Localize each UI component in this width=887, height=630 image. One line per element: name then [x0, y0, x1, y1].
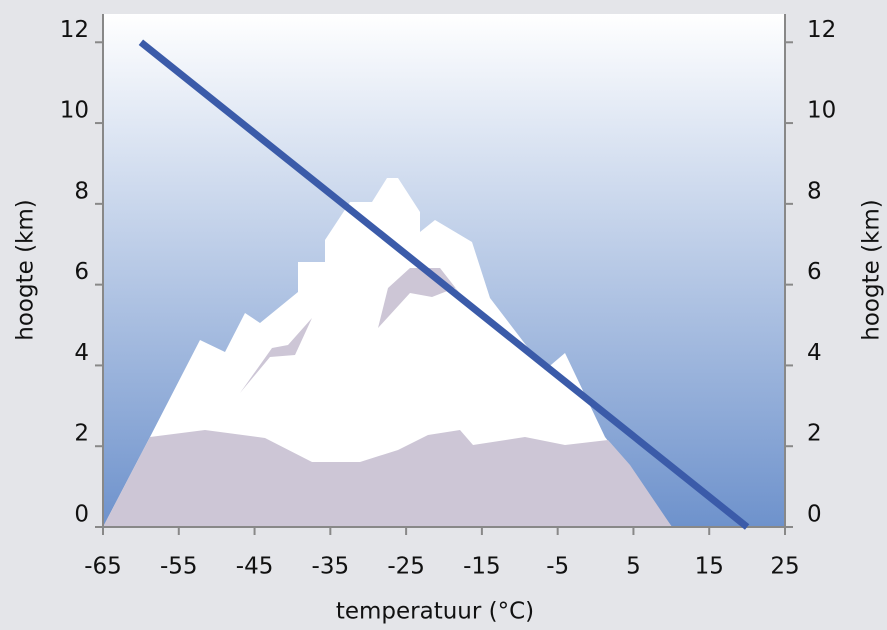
x-tick-label: 15 [695, 554, 724, 580]
y2-tick-label: 0 [807, 502, 822, 528]
mountain [103, 178, 672, 527]
x-axis-title: temperatuur (°C) [336, 599, 534, 625]
x-tick-label: -25 [387, 554, 425, 580]
x-tick-label: -5 [546, 554, 569, 580]
x-tick-label: -65 [84, 554, 122, 580]
y2-tick-label: 12 [807, 17, 836, 43]
y-axis-title: hoogte (km) [13, 199, 39, 340]
y-tick-label: 4 [74, 340, 89, 366]
y2-axis-title: hoogte (km) [859, 199, 885, 340]
x-tick-label: -55 [160, 554, 198, 580]
x-tick-label: -35 [312, 554, 350, 580]
y-tick-label: 2 [74, 421, 89, 447]
y2-tick-label: 8 [807, 178, 822, 204]
y-tick-label: 12 [60, 17, 89, 43]
x-tick-label: -45 [236, 554, 274, 580]
y2-tick-label: 10 [807, 98, 836, 124]
x-tick-label: -15 [463, 554, 501, 580]
line [138, 39, 750, 530]
y-tick-label: 6 [74, 259, 89, 285]
y2-tick-label: 2 [807, 421, 822, 447]
y-tick-label: 10 [60, 98, 89, 124]
y2-tick-label: 4 [807, 340, 822, 366]
x-tick-label: 5 [626, 554, 641, 580]
y-tick-label: 8 [74, 178, 89, 204]
y-tick-label: 0 [74, 502, 89, 528]
x-tick-label: 25 [770, 554, 799, 580]
y2-tick-label: 6 [807, 259, 822, 285]
